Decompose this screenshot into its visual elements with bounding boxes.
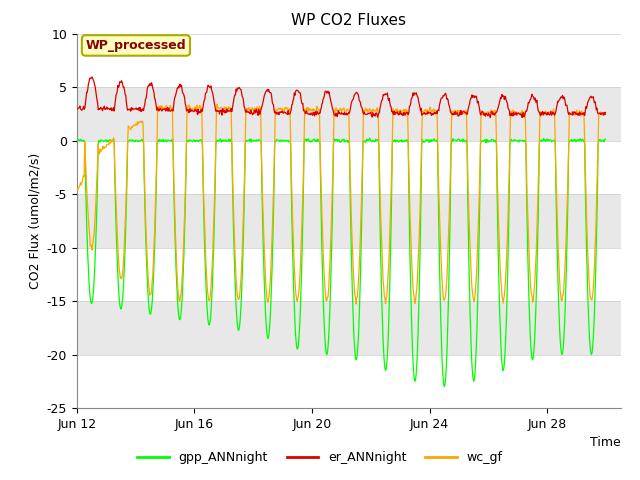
gpp_ANNnight [73, 137, 81, 143]
wc_gf [602, 111, 609, 117]
er_ANNnight [373, 112, 381, 118]
er_ANNnight [93, 94, 100, 99]
Line: er_ANNnight: er_ANNnight [77, 77, 605, 118]
Bar [77, 301, 621, 355]
Bar [77, 248, 621, 301]
X-axis label: Time: Time [590, 436, 621, 449]
Bar [77, 87, 621, 141]
er_ANNnight [73, 107, 81, 112]
gpp_ANNnight [294, 346, 301, 352]
Bar [77, 141, 621, 194]
gpp_ANNnight [366, 135, 374, 141]
Bar [77, 194, 621, 248]
Title: WP CO2 Fluxes: WP CO2 Fluxes [291, 13, 406, 28]
Text: WP_processed: WP_processed [86, 39, 186, 52]
wc_gf [374, 108, 381, 114]
er_ANNnight [518, 115, 526, 120]
er_ANNnight [602, 110, 609, 116]
gpp_ANNnight [501, 350, 509, 356]
Line: wc_gf: wc_gf [77, 104, 605, 304]
er_ANNnight [500, 96, 508, 102]
wc_gf [213, 101, 221, 107]
Line: gpp_ANNnight: gpp_ANNnight [77, 138, 605, 386]
gpp_ANNnight [197, 137, 205, 143]
gpp_ANNnight [440, 384, 448, 389]
Y-axis label: CO2 Flux (umol/m2/s): CO2 Flux (umol/m2/s) [28, 153, 41, 289]
wc_gf [73, 189, 81, 194]
Bar [77, 355, 621, 408]
wc_gf [501, 285, 509, 291]
Legend: gpp_ANNnight, er_ANNnight, wc_gf: gpp_ANNnight, er_ANNnight, wc_gf [132, 446, 508, 469]
er_ANNnight [294, 88, 302, 94]
gpp_ANNnight [92, 239, 100, 244]
wc_gf [266, 285, 274, 291]
Bar [77, 34, 621, 87]
wc_gf [352, 301, 360, 307]
er_ANNnight [198, 109, 205, 115]
gpp_ANNnight [602, 136, 609, 142]
wc_gf [294, 295, 302, 300]
gpp_ANNnight [266, 330, 273, 336]
gpp_ANNnight [373, 138, 381, 144]
wc_gf [92, 201, 100, 207]
er_ANNnight [266, 90, 274, 96]
wc_gf [197, 105, 205, 110]
er_ANNnight [88, 74, 96, 80]
